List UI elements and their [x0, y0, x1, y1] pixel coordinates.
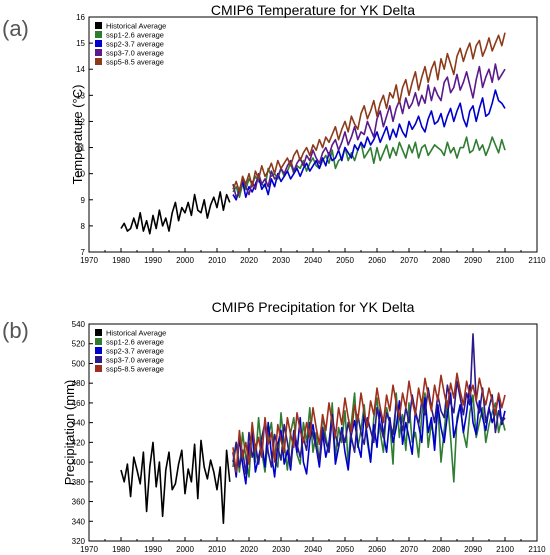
x-tick-label: 1990 — [144, 545, 162, 554]
series-line-1 — [120, 191, 231, 235]
x-tick-label: 1980 — [112, 256, 130, 265]
legend-entry: ssp2-3.7 average — [106, 40, 164, 49]
legend-swatch — [95, 49, 102, 56]
x-tick-label: 2090 — [464, 256, 482, 265]
y-tick-label: 520 — [72, 340, 86, 349]
legend-entry: ssp5-8.5 average — [106, 365, 164, 374]
legend-entry: ssp3-7.0 average — [106, 356, 164, 365]
legend-swatch — [95, 40, 102, 47]
x-tick-label: 2100 — [496, 545, 514, 554]
x-tick-label: 2010 — [208, 545, 226, 554]
legend-swatch — [95, 347, 102, 354]
y-tick-label: 9 — [81, 196, 86, 205]
legend-entry: ssp2-3.7 average — [106, 347, 164, 356]
x-tick-label: 2020 — [240, 545, 258, 554]
series-line-5 — [232, 32, 506, 193]
x-tick-label: 2030 — [272, 256, 290, 265]
y-tick-label: 540 — [72, 320, 86, 329]
y-tick-label: 460 — [72, 399, 86, 408]
legend-swatch — [95, 365, 102, 372]
y-tick-label: 420 — [72, 438, 86, 447]
y-tick-label: 11 — [77, 144, 86, 153]
x-tick-label: 2010 — [208, 256, 226, 265]
y-tick-label: 340 — [72, 517, 86, 526]
y-tick-label: 13 — [76, 91, 85, 100]
chart-title: CMIP6 Temperature for YK Delta — [211, 2, 415, 18]
x-tick-label: 2110 — [528, 256, 546, 265]
legend-swatch — [95, 329, 102, 336]
series-line-4 — [232, 63, 506, 198]
legend-entry: Historical Average — [106, 329, 166, 338]
series-line-4 — [232, 333, 506, 475]
x-tick-label: 2070 — [400, 545, 418, 554]
legend-entry: ssp3-7.0 average — [106, 49, 164, 58]
y-axis-label: Temperature (°C) — [70, 85, 85, 185]
legend-swatch — [95, 356, 102, 363]
x-tick-label: 2080 — [432, 256, 450, 265]
x-tick-label: 1970 — [80, 545, 98, 554]
y-tick-label: 8 — [81, 222, 86, 231]
chart-title: CMIP6 Precipitation for YK Delta — [212, 299, 415, 315]
y-tick-label: 7 — [81, 248, 86, 257]
legend-swatch — [95, 31, 102, 38]
y-tick-label: 480 — [72, 379, 86, 388]
x-tick-label: 2080 — [432, 545, 450, 554]
legend-entry: ssp1-2.6 average — [106, 31, 164, 40]
x-tick-label: 2100 — [496, 256, 514, 265]
x-tick-label: 2050 — [336, 545, 354, 554]
y-tick-label: 10 — [76, 170, 85, 179]
x-tick-label: 2000 — [176, 256, 194, 265]
panel-label: (b) — [2, 318, 29, 343]
series-line-1 — [120, 439, 231, 525]
legend-swatch — [95, 22, 102, 29]
x-tick-label: 2060 — [368, 256, 386, 265]
x-tick-label: 2050 — [336, 256, 354, 265]
series-line-5 — [232, 372, 506, 473]
x-tick-label: 2020 — [240, 256, 258, 265]
y-tick-label: 380 — [72, 478, 86, 487]
y-tick-label: 16 — [76, 13, 85, 22]
precipitation-panel: (b) CMIP6 Precipitation for YK Delta Preci… — [2, 299, 546, 554]
y-tick-label: 12 — [76, 117, 85, 126]
x-tick-label: 2000 — [176, 545, 194, 554]
panel-label: (a) — [2, 16, 29, 41]
legend-entry: Historical Average — [106, 22, 166, 31]
legend-swatch — [95, 58, 102, 65]
x-tick-label: 2040 — [304, 545, 322, 554]
y-tick-label: 440 — [72, 419, 86, 428]
x-tick-label: 2040 — [304, 256, 322, 265]
x-tick-label: 2110 — [528, 545, 546, 554]
y-tick-label: 15 — [76, 39, 85, 48]
x-tick-label: 2060 — [368, 545, 386, 554]
x-tick-label: 2090 — [464, 545, 482, 554]
y-tick-label: 500 — [72, 359, 86, 368]
x-tick-label: 1970 — [80, 256, 98, 265]
legend-swatch — [95, 338, 102, 345]
legend-entry: ssp5-8.5 average — [106, 58, 164, 67]
y-tick-label: 14 — [76, 65, 85, 74]
x-tick-label: 2070 — [400, 256, 418, 265]
y-tick-label: 360 — [72, 498, 86, 507]
y-tick-label: 400 — [72, 458, 86, 467]
x-tick-label: 1990 — [144, 256, 162, 265]
y-tick-label: 320 — [72, 537, 86, 546]
series-line-3 — [232, 384, 506, 485]
temperature-panel: (a) CMIP6 Temperature for YK Delta Tempera… — [2, 2, 546, 265]
x-tick-label: 1980 — [112, 545, 130, 554]
x-tick-label: 2030 — [272, 545, 290, 554]
y-axis-label: Precipitation (mm) — [62, 380, 77, 485]
legend-entry: ssp1-2.6 average — [106, 338, 164, 347]
series-line-2 — [232, 136, 506, 198]
